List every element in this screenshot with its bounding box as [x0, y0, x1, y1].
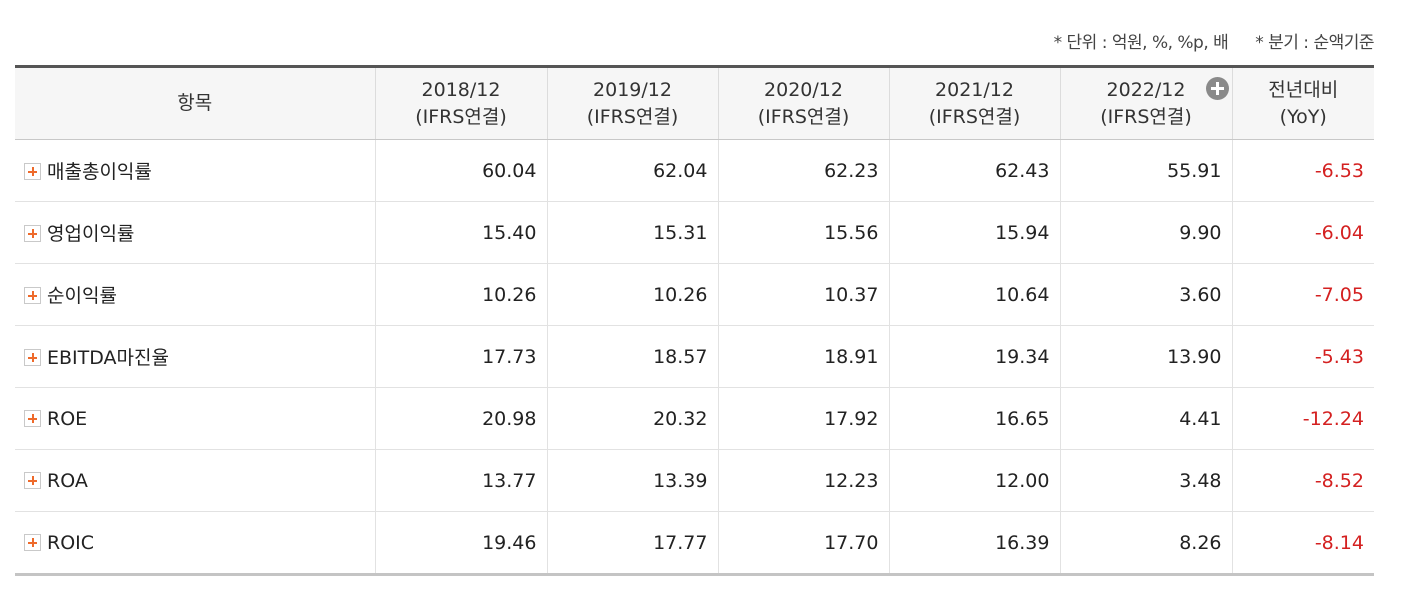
value-cell: 10.37 [717, 263, 889, 326]
row-label-cell[interactable]: ROE [15, 387, 375, 450]
value-cell: 13.90 [1059, 325, 1232, 388]
table-row: EBITDA마진율 17.73 18.57 18.91 19.34 13.90 … [15, 325, 1374, 388]
plus-square-icon[interactable] [24, 225, 41, 242]
financial-ratio-table: 항목 2018/12 (IFRS연결) 2019/12 (IFRS연결) 2020/… [15, 65, 1374, 576]
value-cell: 3.60 [1059, 263, 1232, 326]
plus-square-icon[interactable] [24, 471, 41, 489]
table-row: ROIC 19.46 17.77 17.70 16.39 8.26 -8.14 [15, 511, 1374, 576]
value-cell: 12.23 [717, 449, 889, 512]
table-row: ROA 13.77 13.39 12.23 12.00 3.48 -8.52 [15, 449, 1374, 512]
value-cell: 16.39 [888, 511, 1060, 576]
plus-square-icon[interactable] [24, 349, 41, 366]
table-row: 순이익률 10.26 10.26 10.37 10.64 3.60 -7.05 [15, 263, 1374, 326]
plus-square-icon[interactable] [24, 287, 41, 304]
row-label-cell[interactable]: 순이익률 [15, 263, 375, 326]
plus-square-icon[interactable] [24, 163, 41, 180]
unit-note-unit: * 단위 : 억원, %, %p, 배 [1053, 33, 1229, 53]
value-cell: 10.64 [888, 263, 1060, 326]
row-label-cell[interactable]: 매출총이익률 [15, 139, 375, 202]
row-label-cell[interactable]: ROA [15, 449, 375, 512]
header-yoy: 전년대비 (YoY) [1231, 65, 1374, 140]
value-cell: 62.04 [546, 139, 718, 202]
value-cell: 9.90 [1059, 201, 1232, 264]
value-cell: 17.92 [717, 387, 889, 450]
header-2019: 2019/12 (IFRS연결) [546, 65, 718, 140]
value-cell: 17.77 [546, 511, 718, 576]
plus-circle-icon[interactable] [1205, 77, 1229, 100]
yoy-cell: -8.14 [1231, 511, 1374, 576]
header-2022: 2022/12 (IFRS연결) [1059, 65, 1232, 140]
value-cell: 15.40 [374, 201, 547, 264]
value-cell: 62.23 [717, 139, 889, 202]
value-cell: 15.31 [546, 201, 718, 264]
row-label-cell[interactable]: 영업이익률 [15, 201, 375, 264]
value-cell: 13.77 [374, 449, 547, 512]
value-cell: 20.98 [374, 387, 547, 450]
value-cell: 18.91 [717, 325, 889, 388]
header-2018: 2018/12 (IFRS연결) [374, 65, 547, 140]
table-row: 영업이익률 15.40 15.31 15.56 15.94 9.90 -6.04 [15, 201, 1374, 264]
value-cell: 10.26 [374, 263, 547, 326]
yoy-cell: -5.43 [1231, 325, 1374, 388]
value-cell: 20.32 [546, 387, 718, 450]
header-item: 항목 [15, 65, 375, 140]
table-header-row: 항목 2018/12 (IFRS연결) 2019/12 (IFRS연결) 2020/… [15, 65, 1374, 140]
value-cell: 19.34 [888, 325, 1060, 388]
value-cell: 15.56 [717, 201, 889, 264]
plus-square-icon[interactable] [24, 409, 41, 427]
row-label-cell[interactable]: ROIC [15, 511, 375, 576]
unit-note-quarter: * 분기 : 순액기준 [1255, 33, 1374, 53]
unit-note: * 단위 : 억원, %, %p, 배 * 분기 : 순액기준 [1053, 28, 1375, 53]
table-row: ROE 20.98 20.32 17.92 16.65 4.41 -12.24 [15, 387, 1374, 450]
value-cell: 8.26 [1059, 511, 1232, 576]
value-cell: 15.94 [888, 201, 1060, 264]
value-cell: 18.57 [546, 325, 718, 388]
value-cell: 10.26 [546, 263, 718, 326]
value-cell: 12.00 [888, 449, 1060, 512]
value-cell: 3.48 [1059, 449, 1232, 512]
value-cell: 19.46 [374, 511, 547, 576]
table-row: 매출총이익률 60.04 62.04 62.23 62.43 55.91 -6.… [15, 139, 1374, 202]
yoy-cell: -7.05 [1231, 263, 1374, 326]
yoy-cell: -6.04 [1231, 201, 1374, 264]
value-cell: 60.04 [374, 139, 547, 202]
value-cell: 55.91 [1059, 139, 1232, 202]
value-cell: 16.65 [888, 387, 1060, 450]
value-cell: 17.73 [374, 325, 547, 388]
row-label-cell[interactable]: EBITDA마진율 [15, 325, 375, 388]
value-cell: 62.43 [888, 139, 1060, 202]
header-2020: 2020/12 (IFRS연결) [717, 65, 889, 140]
value-cell: 4.41 [1059, 387, 1232, 450]
value-cell: 17.70 [717, 511, 889, 576]
yoy-cell: -12.24 [1231, 387, 1374, 450]
header-2021: 2021/12 (IFRS연결) [888, 65, 1060, 140]
plus-square-icon[interactable] [24, 533, 41, 551]
yoy-cell: -8.52 [1231, 449, 1374, 512]
value-cell: 13.39 [546, 449, 718, 512]
yoy-cell: -6.53 [1231, 139, 1374, 202]
